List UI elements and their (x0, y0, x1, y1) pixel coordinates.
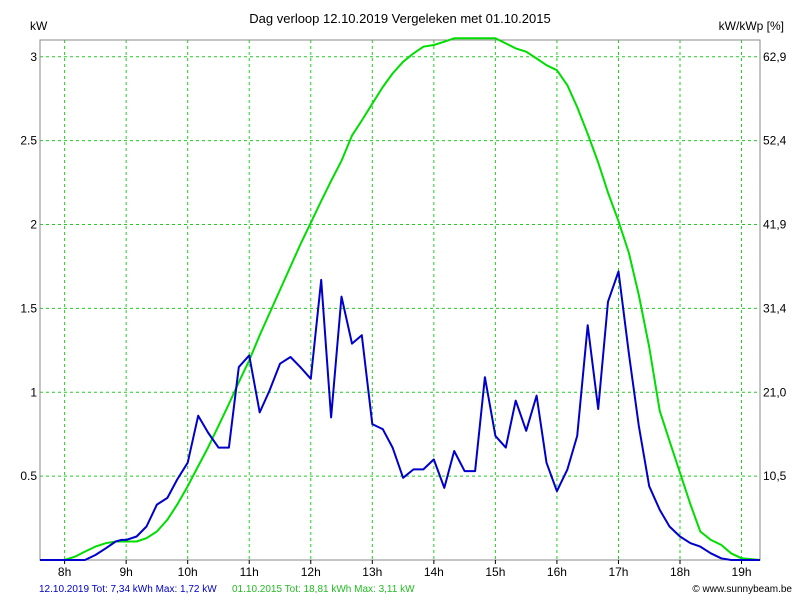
x-tick-label-1: 9h (119, 565, 132, 579)
y-right-tick-label-5: 62,9 (763, 50, 787, 64)
y-right-tick-label-2: 31,4 (763, 301, 787, 315)
y-right-tick-label-1: 21,0 (763, 385, 787, 399)
y-left-tick-label-5: 3 (30, 50, 37, 64)
tick-labels: 8h 9h 10h 11h 12h 13h 14h 15h 16h 17h 18h 19h 0.5 1 1.… (20, 50, 786, 579)
y-right-unit: kW/kWp [%] (719, 19, 784, 33)
series-lines (40, 37, 761, 561)
x-tick-label-6: 14h (424, 565, 444, 579)
x-tick-label-3: 11h (240, 565, 259, 579)
y-left-tick-label-4: 2.5 (20, 134, 37, 148)
y-left-unit: kW (30, 19, 48, 33)
y-right-tick-label-3: 41,9 (763, 218, 787, 232)
footer-series-2019: 12.10.2019 Tot: 7,34 kWh Max: 1,72 kW (39, 584, 217, 595)
x-tick-label-9: 17h (608, 565, 628, 579)
footer-credit: © www.sunnybeam.be (692, 584, 792, 595)
x-tick-label-7: 15h (485, 565, 505, 579)
y-left-tick-label-0: 0.5 (20, 469, 37, 483)
series-line-12-10-2019 (40, 270, 760, 561)
x-tick-label-8: 16h (547, 565, 567, 579)
x-tick-label-11: 19h (732, 565, 752, 579)
series-line-01-10-2015 (40, 37, 761, 561)
grid (40, 40, 760, 560)
footer-series-2015: 01.10.2015 Tot: 18,81 kWh Max: 3,11 kW (232, 584, 415, 595)
x-tick-label-4: 12h (301, 565, 321, 579)
y-left-tick-label-3: 2 (30, 218, 37, 232)
plot-frame (39, 39, 761, 561)
y-left-tick-label-2: 1.5 (20, 301, 37, 315)
x-tick-label-2: 10h (178, 565, 198, 579)
y-right-tick-label-4: 52,4 (763, 134, 787, 148)
x-tick-label-10: 18h (670, 565, 690, 579)
chart-title: Dag verloop 12.10.2019 Vergeleken met 01… (249, 11, 550, 26)
y-left-tick-label-1: 1 (30, 385, 37, 399)
x-tick-label-0: 8h (58, 565, 71, 579)
x-tick-label-5: 13h (362, 565, 382, 579)
y-right-tick-label-0: 10,5 (763, 469, 787, 483)
